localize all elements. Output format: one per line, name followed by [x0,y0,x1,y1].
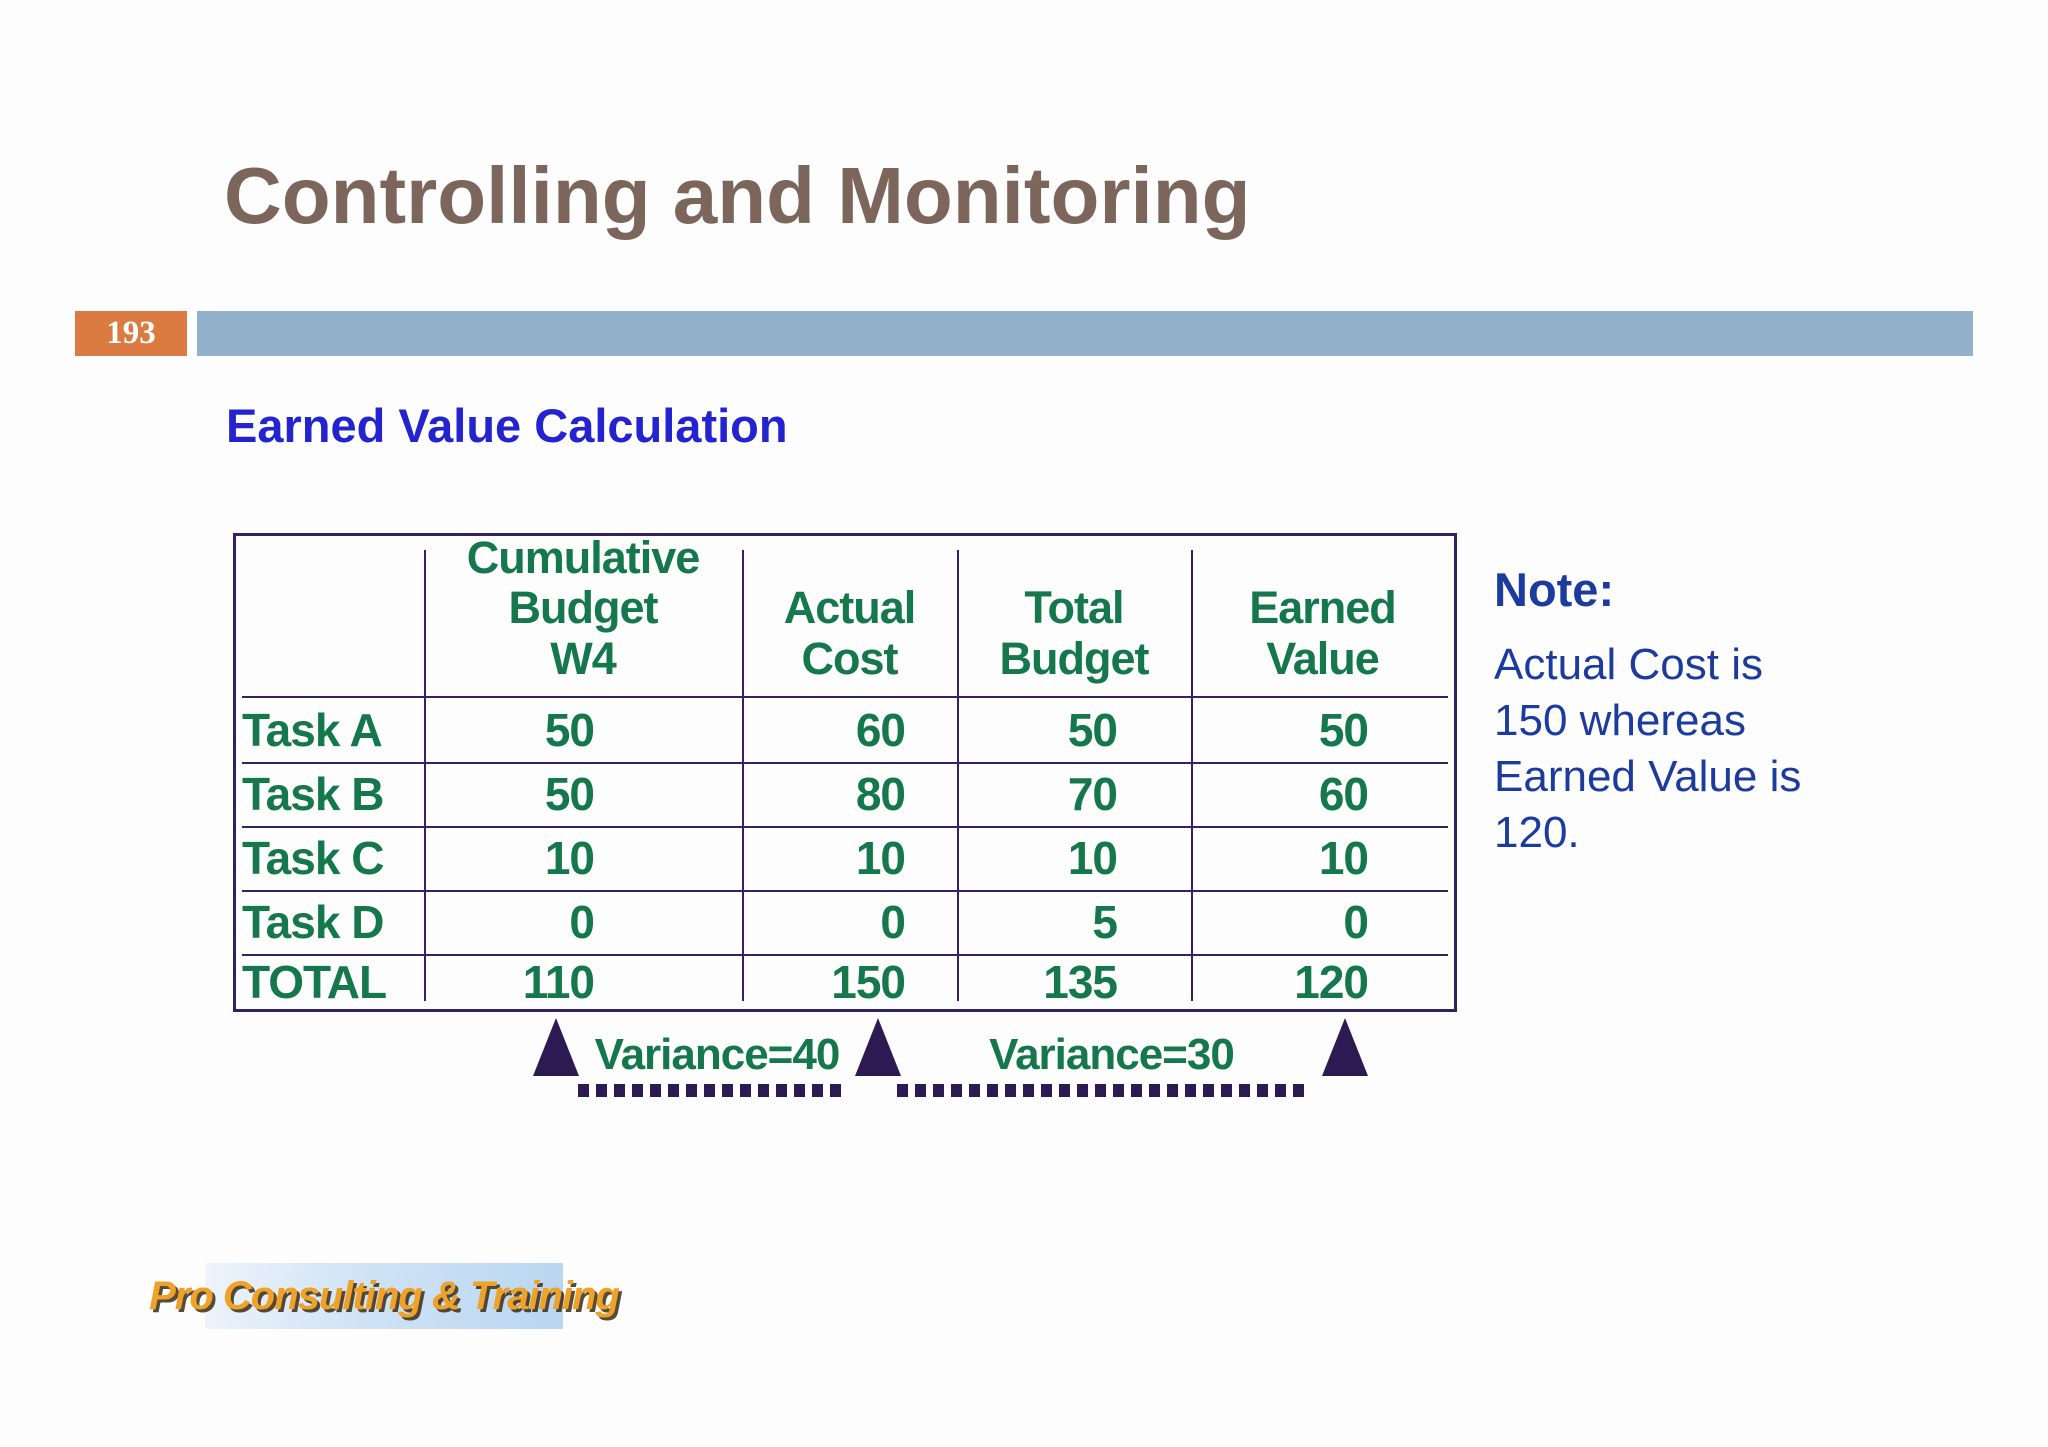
cell-task-c-total-budget: 10 [1067,832,1118,884]
cell-task-c-earned-value: 10 [1318,832,1369,884]
cell-task-a-earned-value: 50 [1318,704,1369,756]
row-divider [242,954,1448,956]
earned-value-table: Cumulative Budget W4 Actual Cost Total B… [233,531,1457,1012]
header-divider [242,696,1448,698]
column-header-actual-cost: Actual Cost [783,582,917,684]
variance-left-label: Variance=40 [594,1030,841,1079]
row-label-task-c: Task C [242,832,384,884]
row-divider [242,762,1448,764]
cell-total-earned-value: 120 [1294,955,1369,1008]
page-number: 193 [106,315,156,351]
variance-arrow-actual-total [855,1018,901,1076]
variance-span-line-left [578,1084,846,1097]
variance-arrow-earned-total [1322,1018,1368,1076]
row-label-task-b: Task B [242,768,384,820]
cell-task-d-actual-cost: 0 [880,896,906,948]
row-label-task-d: Task D [242,896,384,948]
slide-title: Controlling and Monitoring [224,151,1251,240]
row-divider [242,826,1448,828]
column-divider [424,550,426,1001]
column-header-earned-value: Earned Value [1249,582,1397,684]
column-divider [957,550,959,1001]
cell-total-actual-cost: 150 [831,955,906,1008]
section-heading: Earned Value Calculation [226,399,788,452]
cell-task-c-actual-cost: 10 [855,832,906,884]
cell-task-b-actual-cost: 80 [855,768,906,820]
cell-task-a-actual-cost: 60 [855,704,906,756]
row-label-total: TOTAL [242,955,387,1008]
row-label-task-a: Task A [242,704,383,756]
table-corner-cell [236,536,424,698]
header-bar [197,311,1973,356]
cell-task-b-earned-value: 60 [1318,768,1369,820]
cell-task-d-cumulative-budget: 0 [569,896,595,948]
row-divider [242,890,1448,892]
note-block: Note: Actual Cost is 150 whereas Earned … [1494,562,1804,861]
variance-span-line-right [897,1084,1310,1097]
variance-right-label: Variance=30 [989,1030,1235,1079]
note-body: Actual Cost is 150 whereas Earned Value … [1494,640,1802,857]
cell-task-a-total-budget: 50 [1067,704,1118,756]
note-heading: Note: [1494,563,1615,616]
page-number-badge: 193 [75,311,187,356]
variance-arrow-cumulative-total [533,1018,579,1076]
column-divider [1191,550,1193,1001]
logo-pro-consulting-training: Pro Consulting & Training [149,1263,620,1329]
cell-task-d-total-budget: 5 [1092,896,1118,948]
cell-task-d-earned-value: 0 [1343,896,1369,948]
cell-task-b-cumulative-budget: 50 [544,768,595,820]
cell-task-c-cumulative-budget: 10 [544,832,595,884]
cell-total-total-budget: 135 [1043,955,1118,1008]
cell-total-cumulative-budget: 110 [522,955,595,1008]
logo-text: Pro Consulting & Training [149,1273,620,1318]
column-header-total-budget: Total Budget [999,582,1150,684]
column-divider [742,550,744,1001]
column-header-cumulative-budget-w4: Cumulative Budget W4 [466,531,701,684]
cell-task-a-cumulative-budget: 50 [544,704,595,756]
cell-task-b-total-budget: 70 [1067,768,1118,820]
